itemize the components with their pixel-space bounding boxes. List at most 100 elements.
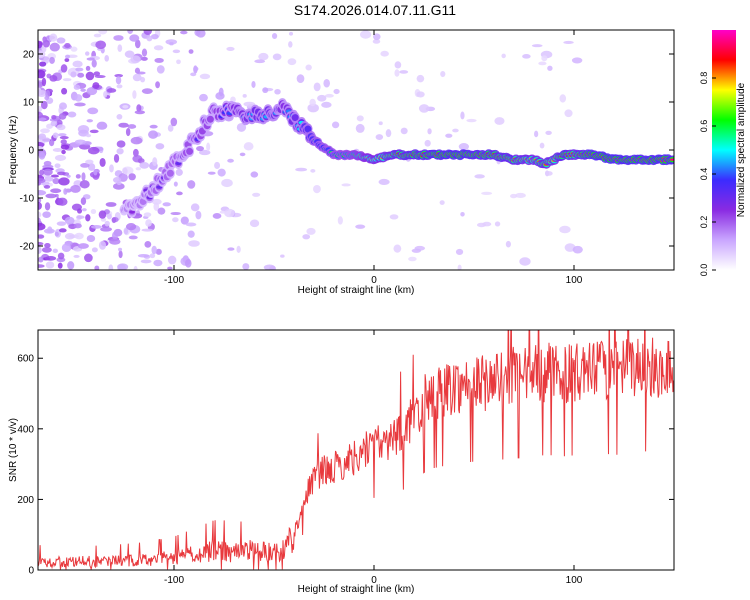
noise-blob (196, 30, 206, 38)
noise-blob (531, 44, 543, 48)
noise-blob (193, 66, 199, 72)
noise-blob (135, 167, 142, 171)
noise-blob (52, 132, 59, 139)
noise-blob (515, 192, 526, 198)
figure-title: S174.2026.014.07.11.G11 (293, 2, 457, 18)
noise-blob (544, 171, 553, 176)
spectrogram-xlabel: Height of straight line (km) (298, 285, 415, 296)
noise-blob (52, 248, 58, 254)
noise-blob (95, 40, 107, 50)
noise-blob (75, 174, 81, 179)
noise-blob (152, 157, 158, 167)
noise-blob (62, 78, 72, 82)
noise-blob (98, 30, 108, 35)
noise-blob (38, 90, 47, 98)
noise-blob (73, 84, 81, 90)
y-tick-label: 600 (17, 354, 34, 365)
noise-blob (144, 241, 152, 248)
noise-blob (136, 71, 146, 75)
snr-panel: -100 0 100 0 200 400 600 Height of straight li… (8, 329, 675, 595)
noise-blob (221, 178, 233, 188)
noise-blob (129, 34, 140, 42)
noise-blob (190, 203, 200, 212)
noise-blob (61, 243, 72, 253)
noise-blob (87, 146, 100, 155)
ridge-band (291, 114, 299, 122)
noise-blob (455, 248, 464, 255)
noise-blob (54, 154, 67, 161)
noise-blob (80, 88, 86, 92)
noise-blob (106, 88, 117, 93)
ridge-core (129, 210, 135, 214)
noise-blob (74, 139, 87, 145)
noise-blob (79, 180, 90, 189)
noise-blob (127, 30, 134, 35)
noise-blob (306, 227, 316, 235)
noise-blob (460, 211, 465, 217)
noise-blob (373, 33, 381, 41)
noise-blob (115, 76, 122, 85)
noise-blob (136, 104, 142, 112)
noise-blob (134, 39, 141, 49)
noise-blob (39, 169, 45, 176)
noise-blob (57, 133, 67, 137)
noise-blob (510, 193, 518, 199)
colorbar-gradient (712, 30, 736, 270)
noise-blob (77, 208, 83, 214)
noise-blob (400, 127, 408, 135)
noise-blob (49, 139, 55, 147)
noise-blob (139, 162, 150, 169)
noise-blob (476, 222, 487, 228)
y-tick-label: -20 (20, 242, 35, 253)
snr-series-line (38, 330, 674, 570)
noise-blob (118, 250, 123, 259)
noise-blob (70, 71, 77, 78)
noise-blob (519, 257, 531, 266)
noise-blob (112, 176, 122, 183)
noise-blob (180, 216, 189, 225)
noise-blob (96, 121, 108, 130)
noise-blob (173, 181, 178, 187)
noise-blob (86, 235, 96, 242)
noise-blob (112, 231, 118, 240)
noise-blob (75, 67, 84, 72)
noise-blob (309, 98, 316, 107)
noise-blob (143, 212, 152, 218)
y-tick-label: 20 (23, 50, 35, 61)
noise-blob (130, 55, 141, 64)
noise-blob (137, 158, 145, 164)
noise-blob (141, 88, 153, 94)
noise-blob (93, 33, 102, 38)
noise-blob (146, 35, 153, 42)
ridge-band (186, 147, 194, 155)
noise-blob (77, 72, 85, 78)
noise-blob (116, 84, 123, 89)
noise-blob (47, 226, 53, 234)
noise-blob (125, 127, 131, 137)
noise-blob (86, 119, 94, 123)
noise-blob (170, 211, 181, 216)
noise-blob (49, 33, 58, 42)
noise-blob (563, 40, 574, 44)
noise-blob (45, 193, 57, 199)
noise-blob (324, 93, 334, 98)
x-tick-label: -100 (164, 275, 184, 286)
noise-blob (539, 142, 545, 149)
noise-blob (141, 48, 148, 57)
x-tick-label: 100 (566, 575, 583, 586)
noise-blob (60, 139, 67, 145)
noise-blob (199, 93, 208, 102)
noise-blob (305, 64, 312, 71)
noise-blob (40, 100, 48, 110)
noise-blob (99, 157, 106, 167)
noise-blob (38, 152, 46, 160)
noise-blob (176, 191, 183, 196)
noise-blob (145, 219, 152, 227)
noise-blob (52, 147, 63, 152)
noise-blob (460, 111, 465, 120)
noise-blob (534, 130, 539, 138)
noise-blob (121, 166, 134, 175)
noise-blob (86, 57, 95, 61)
noise-blob (187, 180, 196, 189)
noise-blob (43, 56, 50, 64)
